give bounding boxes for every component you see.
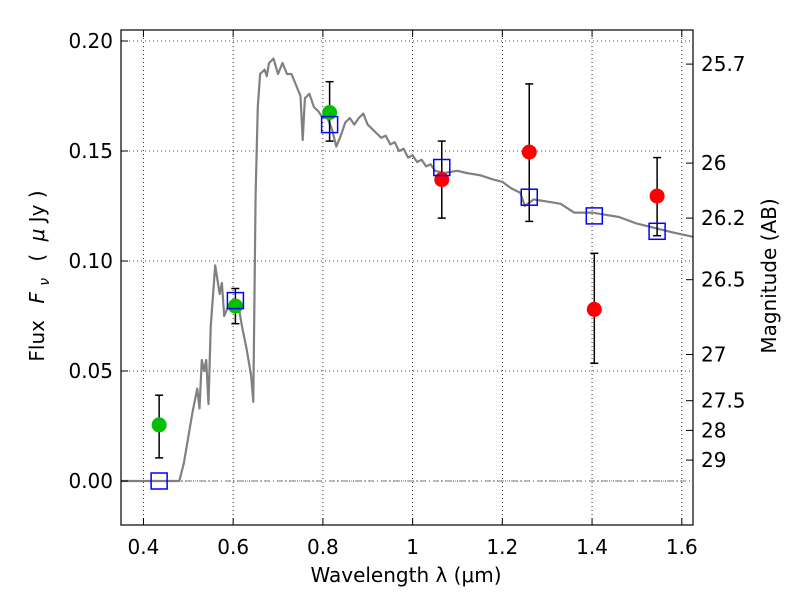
blue-square-marker: [520, 188, 539, 206]
green-circle-marker: [322, 105, 338, 120]
y-axis-label-unit: Jy ): [25, 190, 49, 224]
y2-tick-label: 25.7: [701, 52, 746, 76]
blue-square-marker: [648, 222, 666, 241]
x-tick-label: 0.4: [128, 535, 160, 559]
y-axis-label-var: F: [25, 292, 49, 304]
x-tick-labels: 0.4 0.6 0.8 1 1.2 1.4 1.6: [128, 535, 698, 559]
y-tick-label: 0.00: [68, 469, 113, 493]
y-axis-label-open: (: [25, 254, 49, 262]
x-tick-label: 1: [406, 535, 419, 559]
x-tick-label: 0.8: [307, 535, 339, 559]
red-circle-marker: [586, 301, 602, 317]
y-axis-label: Flux F ν ( μ Jy ): [25, 190, 54, 361]
y-tick-labels: 0.00 0.05 0.10 0.15 0.20: [68, 29, 113, 493]
y2-tick-labels: 25.7 26 26.2 26.5 27 27.5 28 29: [701, 52, 746, 472]
axis-ticks: [121, 30, 693, 525]
y-tick-label: 0.20: [68, 29, 113, 53]
markers-group: [150, 105, 666, 490]
x-tick-label: 1.2: [486, 535, 518, 559]
model-spectrum-group: [121, 57, 694, 483]
y2-axis-label: Magnitude (AB): [757, 198, 781, 353]
y2-tick-label: 26.2: [701, 206, 746, 230]
grid-lines: [121, 30, 693, 525]
plot-frame: [120, 29, 694, 526]
y-tick-label: 0.15: [68, 139, 113, 163]
x-tick-label: 0.6: [217, 535, 249, 559]
y-axis-label-mu: μ: [25, 229, 49, 243]
blue-square-marker: [585, 207, 604, 225]
x-axis-label: Wavelength λ (μm): [310, 563, 501, 587]
y2-tick-label: 26: [701, 151, 726, 175]
red-circle-marker: [649, 188, 665, 204]
red-circle-marker: [434, 172, 450, 188]
red-circle-marker: [521, 144, 537, 160]
y-tick-label: 0.05: [68, 359, 113, 383]
x-tick-label: 1.4: [576, 535, 608, 559]
y2-tick-label: 27: [701, 343, 726, 367]
blue-square-marker: [226, 291, 245, 310]
y2-tick-label: 29: [701, 448, 726, 472]
y2-tick-label: 28: [701, 418, 726, 442]
y2-tick-label: 27.5: [701, 389, 746, 413]
y-tick-label: 0.10: [68, 249, 113, 273]
blue-square-marker: [150, 472, 168, 490]
x-tick-label: 1.6: [666, 535, 698, 559]
y-axis-label-sub: ν: [37, 278, 53, 286]
blue-square-marker: [320, 115, 339, 134]
errorbars-group: [155, 80, 662, 459]
model-spectrum-line: [121, 57, 694, 483]
green-circle-marker: [227, 298, 243, 314]
green-circle-marker: [151, 417, 167, 433]
y2-tick-label: 26.5: [701, 268, 746, 292]
y-axis-label-prefix: Flux: [25, 320, 49, 362]
blue-square-marker: [433, 158, 451, 177]
